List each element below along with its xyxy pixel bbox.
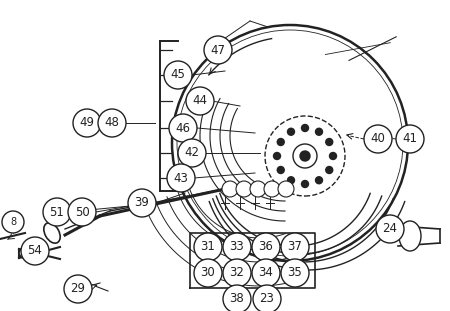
Circle shape [194,259,222,287]
Text: 47: 47 [211,44,225,57]
Text: 33: 33 [230,240,244,253]
Circle shape [194,233,222,261]
Text: 49: 49 [80,117,94,129]
Circle shape [64,275,92,303]
Circle shape [186,87,214,115]
Text: 32: 32 [230,267,244,280]
Circle shape [252,233,280,261]
Circle shape [164,61,192,89]
Circle shape [43,198,71,226]
Text: 41: 41 [402,132,418,146]
Circle shape [364,125,392,153]
Text: 23: 23 [260,293,274,305]
Text: 35: 35 [288,267,302,280]
Circle shape [252,259,280,287]
Circle shape [281,259,309,287]
Circle shape [396,125,424,153]
Text: 43: 43 [174,171,189,184]
Circle shape [68,198,96,226]
Circle shape [315,128,323,135]
Text: 46: 46 [176,122,190,134]
Text: 51: 51 [50,206,64,219]
Circle shape [277,138,284,146]
Circle shape [302,180,309,188]
Ellipse shape [399,221,421,251]
Text: 24: 24 [382,222,397,235]
Circle shape [204,36,232,64]
Text: 8: 8 [10,217,16,227]
Text: 34: 34 [259,267,274,280]
Text: 50: 50 [75,206,90,219]
Circle shape [167,164,195,192]
Text: 36: 36 [259,240,274,253]
Ellipse shape [19,247,37,259]
Circle shape [223,233,251,261]
Circle shape [302,124,309,132]
Circle shape [253,285,281,311]
Circle shape [326,166,333,174]
Circle shape [278,181,294,197]
Circle shape [98,109,126,137]
Circle shape [293,144,317,168]
Text: 45: 45 [171,68,185,81]
Circle shape [21,237,49,265]
Circle shape [288,177,294,184]
Circle shape [376,215,404,243]
Text: 54: 54 [27,244,42,258]
Circle shape [128,189,156,217]
Text: 44: 44 [193,95,207,108]
Circle shape [223,259,251,287]
Circle shape [169,114,197,142]
Circle shape [250,181,266,197]
Text: 37: 37 [288,240,302,253]
Text: 31: 31 [201,240,216,253]
Circle shape [326,138,333,146]
Text: 30: 30 [201,267,216,280]
Circle shape [288,128,294,135]
Circle shape [281,233,309,261]
Ellipse shape [44,223,60,243]
Circle shape [329,152,337,160]
Text: 40: 40 [370,132,386,146]
Circle shape [315,177,323,184]
Text: 48: 48 [104,117,119,129]
Text: 39: 39 [135,197,149,210]
Circle shape [223,285,251,311]
Text: 42: 42 [184,146,199,160]
Circle shape [300,151,310,161]
Circle shape [73,109,101,137]
Text: 29: 29 [71,282,86,295]
Circle shape [222,181,238,197]
Circle shape [264,181,280,197]
Circle shape [2,211,24,233]
Circle shape [274,152,280,160]
Circle shape [236,181,252,197]
Circle shape [277,166,284,174]
Text: 38: 38 [230,293,244,305]
Circle shape [178,139,206,167]
